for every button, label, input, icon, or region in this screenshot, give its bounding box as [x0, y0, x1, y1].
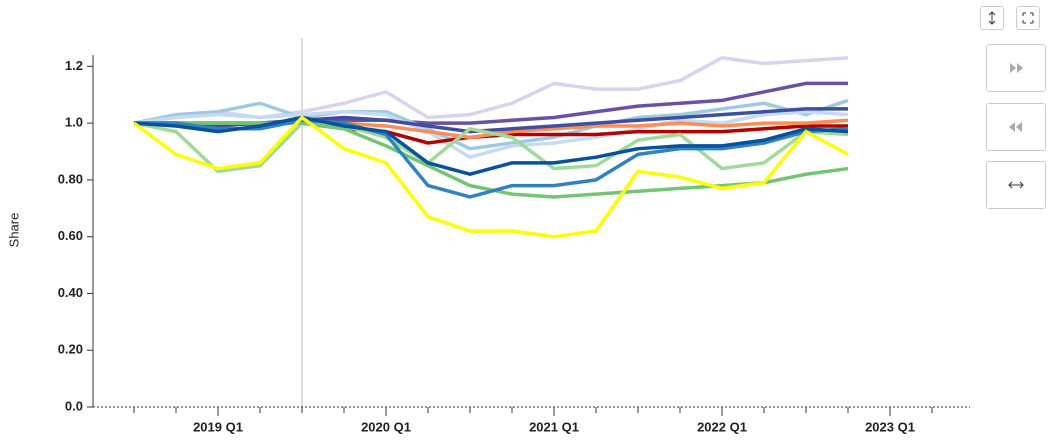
forward-button[interactable]	[986, 44, 1046, 92]
series-line	[133, 115, 849, 177]
icon	[1009, 122, 1022, 132]
y-tick-label: 0.80	[58, 171, 83, 186]
icon	[1010, 63, 1023, 73]
x-tick-label: 2019 Q1	[193, 419, 243, 434]
y-tick-label: 1.2	[65, 58, 83, 73]
icon	[1008, 181, 1024, 189]
zoom-y-button[interactable]	[980, 6, 1004, 30]
y-tick-label: 0.20	[58, 342, 83, 357]
x-tick-label: 2023 Q1	[865, 419, 915, 434]
y-tick-label: 0.60	[58, 228, 83, 243]
x-tick-label: 2022 Q1	[697, 419, 747, 434]
y-tick-label: 0.40	[58, 285, 83, 300]
series-line	[133, 110, 849, 160]
y-tick-label: 0.0	[65, 398, 83, 413]
icon	[1022, 12, 1034, 24]
chart: Share 0.0 0.20 0.40 0.60 0.80 1.0 1.2 2019 Q1 20…	[6, 38, 970, 434]
series-line	[133, 121, 849, 174]
y-axis-label: Share	[6, 213, 21, 248]
y-tick-label: 1.0	[65, 115, 83, 130]
series-line	[134, 118, 849, 199]
series-line	[133, 98, 849, 151]
icon	[988, 11, 996, 25]
fullscreen-button[interactable]	[1016, 6, 1040, 30]
series-line	[132, 115, 849, 239]
x-tick-label: 2020 Q1	[361, 419, 411, 434]
expand-x-button[interactable]	[986, 161, 1046, 209]
back-button[interactable]	[986, 103, 1046, 151]
x-tick-label: 2021 Q1	[529, 419, 579, 434]
